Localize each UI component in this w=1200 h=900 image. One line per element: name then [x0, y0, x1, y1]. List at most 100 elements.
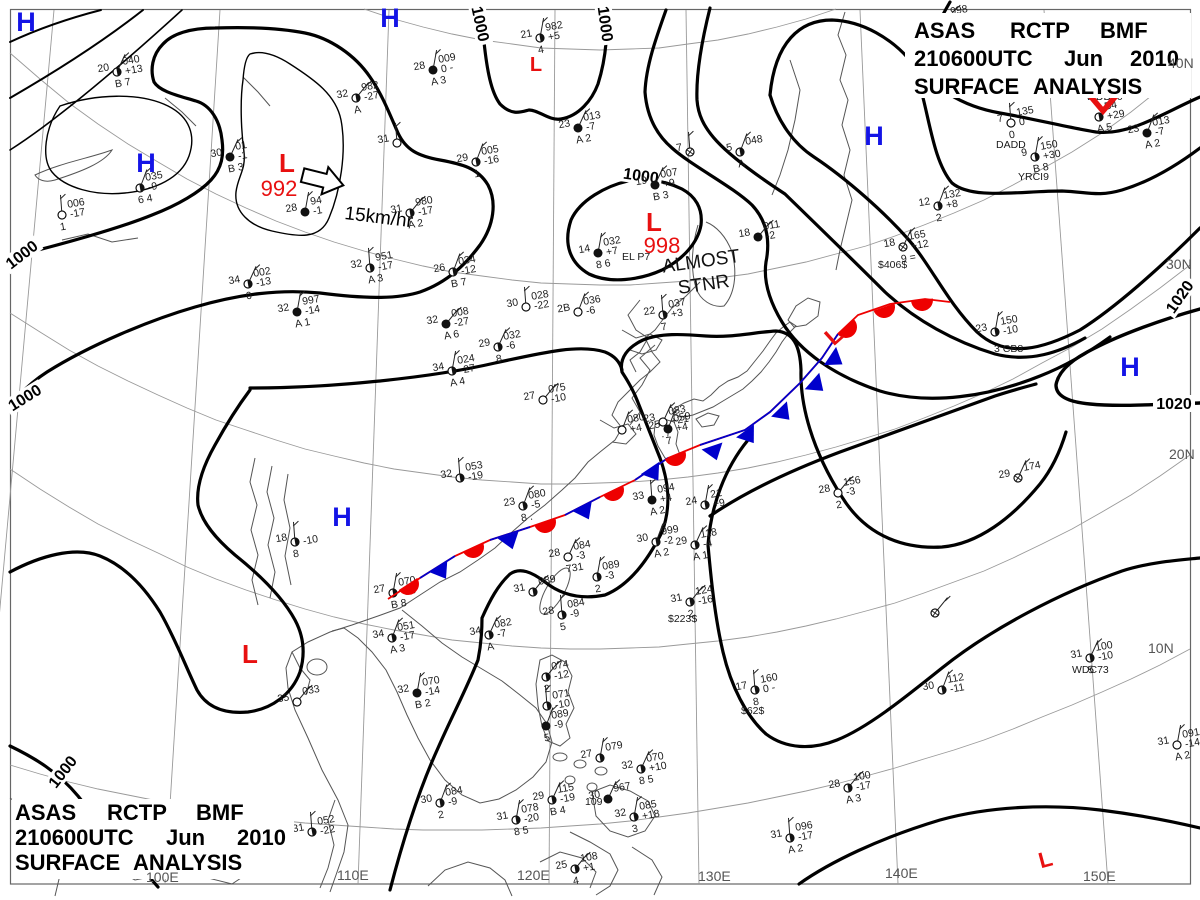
- svg-text:+4: +4: [629, 422, 643, 436]
- svg-text:132: 132: [942, 187, 961, 202]
- svg-text:967: 967: [612, 780, 631, 795]
- svg-text:-2: -2: [663, 534, 674, 547]
- svg-text:-22: -22: [533, 298, 550, 312]
- svg-text:34: 34: [372, 627, 386, 641]
- svg-text:-7: -7: [496, 627, 507, 640]
- svg-text:160: 160: [759, 671, 778, 686]
- svg-text:29: 29: [998, 467, 1012, 481]
- svg-text:2: 2: [835, 499, 843, 512]
- svg-text:29: 29: [478, 336, 492, 350]
- svg-text:L: L: [646, 207, 662, 237]
- svg-text:ANALYSIS: ANALYSIS: [1033, 74, 1142, 99]
- svg-text:108: 108: [579, 850, 598, 865]
- svg-text:210600UTC: 210600UTC: [15, 825, 134, 850]
- svg-text:EL P7: EL P7: [622, 251, 650, 263]
- svg-text:115: 115: [556, 781, 575, 796]
- svg-text:982: 982: [544, 19, 563, 34]
- svg-text:094: 094: [656, 481, 675, 496]
- svg-text:-16: -16: [697, 593, 714, 607]
- svg-text:A 3: A 3: [367, 272, 384, 286]
- svg-text:27: 27: [373, 582, 387, 596]
- svg-text:089: 089: [550, 707, 569, 722]
- svg-text:1020: 1020: [1156, 396, 1192, 413]
- svg-text:118: 118: [699, 526, 718, 541]
- svg-text:RCTP: RCTP: [107, 800, 167, 825]
- svg-text:32: 32: [614, 806, 628, 820]
- svg-text:25: 25: [648, 418, 662, 432]
- svg-text:A 4: A 4: [449, 375, 466, 389]
- svg-text:120E: 120E: [517, 867, 550, 883]
- svg-text:032: 032: [602, 234, 621, 249]
- svg-text:-14: -14: [424, 684, 441, 698]
- svg-text:174: 174: [1022, 459, 1041, 474]
- svg-text:28: 28: [818, 482, 832, 496]
- svg-text:31: 31: [1070, 647, 1084, 661]
- svg-text:29: 29: [532, 789, 546, 803]
- svg-text:L: L: [242, 639, 258, 669]
- svg-text:19: 19: [635, 174, 649, 188]
- svg-text:31: 31: [1157, 734, 1171, 748]
- svg-text:20N: 20N: [1169, 446, 1195, 462]
- svg-text:2: 2: [594, 583, 602, 596]
- svg-text:-22: -22: [319, 823, 336, 837]
- svg-text:-10: -10: [302, 533, 319, 547]
- svg-text:23: 23: [503, 495, 517, 509]
- svg-text:007: 007: [659, 166, 678, 181]
- svg-text:980: 980: [414, 194, 433, 209]
- svg-text:8: 8: [292, 548, 300, 561]
- svg-text:35: 35: [277, 691, 291, 705]
- svg-text:-27: -27: [363, 89, 380, 103]
- svg-text:998: 998: [644, 233, 681, 258]
- svg-text:4: 4: [537, 44, 545, 57]
- svg-text:28: 28: [548, 546, 562, 560]
- svg-text:5: 5: [543, 732, 551, 745]
- svg-text:7: 7: [665, 435, 673, 448]
- svg-text:8 6: 8 6: [595, 257, 612, 271]
- svg-text:100: 100: [852, 769, 871, 784]
- svg-text:30: 30: [636, 531, 650, 545]
- svg-text:H: H: [16, 7, 36, 37]
- svg-text:0: 0: [1018, 116, 1026, 129]
- svg-text:27: 27: [580, 747, 594, 761]
- svg-text:-17: -17: [855, 779, 872, 793]
- svg-text:-1: -1: [237, 149, 248, 162]
- svg-text:110E: 110E: [337, 867, 369, 883]
- svg-text:5: 5: [725, 141, 733, 154]
- svg-text:30: 30: [420, 792, 434, 806]
- svg-text:RCTP: RCTP: [1010, 18, 1070, 43]
- svg-text:B 8: B 8: [1032, 161, 1050, 176]
- svg-text:089: 089: [537, 573, 556, 588]
- svg-text:34: 34: [432, 360, 446, 374]
- svg-text:0 -: 0 -: [762, 681, 777, 695]
- svg-text:9: 9: [1020, 146, 1028, 159]
- svg-text:27: 27: [523, 389, 537, 403]
- svg-text:ASAS: ASAS: [15, 800, 76, 825]
- svg-text:080: 080: [527, 487, 546, 502]
- svg-text:140E: 140E: [885, 865, 918, 881]
- svg-text:999: 999: [660, 523, 679, 538]
- svg-text:052: 052: [316, 813, 335, 828]
- svg-text:31: 31: [390, 202, 404, 216]
- svg-text:A 6: A 6: [443, 328, 460, 342]
- svg-text:2: 2: [935, 212, 943, 225]
- svg-text:-1: -1: [312, 204, 323, 217]
- svg-text:12: 12: [918, 195, 932, 209]
- svg-text:1: 1: [473, 168, 481, 181]
- svg-text:$62$: $62$: [741, 705, 765, 717]
- svg-text:059: 059: [672, 410, 691, 425]
- svg-text:SURFACE: SURFACE: [15, 850, 120, 875]
- svg-text:$223$: $223$: [668, 613, 697, 625]
- svg-text:21: 21: [520, 27, 534, 41]
- svg-text:B 8: B 8: [390, 597, 408, 612]
- svg-text:013: 013: [582, 109, 601, 124]
- svg-text:078: 078: [520, 801, 539, 816]
- svg-text:9 =: 9 =: [900, 251, 917, 265]
- svg-text:-20: -20: [523, 811, 540, 825]
- svg-text:40N: 40N: [1168, 55, 1194, 71]
- svg-text:040: 040: [121, 53, 140, 68]
- svg-text:051: 051: [396, 619, 415, 634]
- svg-text:032: 032: [502, 328, 521, 343]
- svg-text:31: 31: [770, 827, 784, 841]
- svg-text:002: 002: [252, 265, 271, 280]
- svg-text:+29: +29: [1106, 108, 1126, 123]
